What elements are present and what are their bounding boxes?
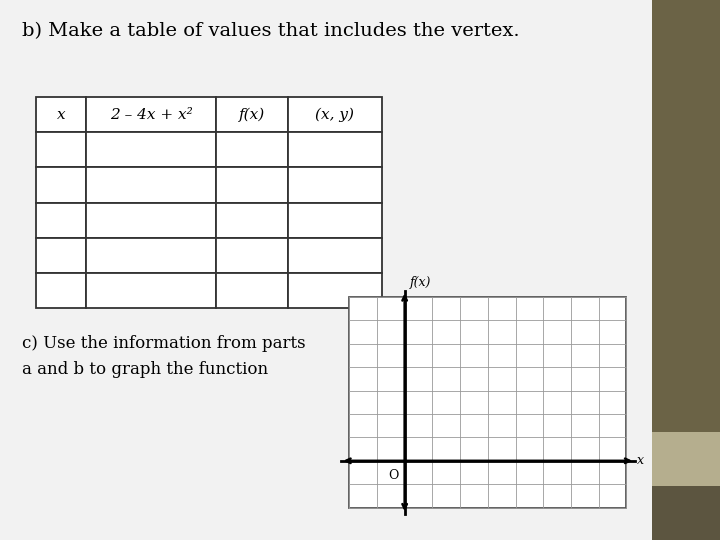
Bar	[288, 273, 382, 308]
Bar	[216, 202, 288, 238]
Text: O: O	[389, 469, 399, 482]
Bar	[216, 273, 288, 308]
Text: x: x	[637, 454, 644, 467]
Bar	[36, 238, 86, 273]
Bar	[86, 132, 216, 167]
Bar	[86, 273, 216, 308]
Bar	[288, 167, 382, 202]
Bar	[36, 132, 86, 167]
Bar	[288, 238, 382, 273]
Bar	[216, 97, 288, 132]
Bar	[652, 432, 720, 486]
Bar	[36, 97, 86, 132]
Bar	[86, 238, 216, 273]
Text: b) Make a table of values that includes the vertex.: b) Make a table of values that includes …	[22, 22, 519, 39]
Bar	[288, 97, 382, 132]
Text: f(x): f(x)	[410, 276, 431, 289]
Bar	[288, 202, 382, 238]
Bar	[216, 132, 288, 167]
Bar	[349, 297, 626, 508]
Bar	[86, 97, 216, 132]
Bar	[216, 238, 288, 273]
Bar	[652, 486, 720, 540]
Bar	[652, 0, 720, 432]
Bar	[36, 167, 86, 202]
Bar	[86, 202, 216, 238]
Text: f(x): f(x)	[239, 107, 265, 122]
Bar	[36, 273, 86, 308]
Bar	[36, 202, 86, 238]
Bar	[216, 167, 288, 202]
Text: x: x	[57, 108, 66, 122]
Bar	[86, 167, 216, 202]
Bar	[288, 132, 382, 167]
Text: 2 – 4x + x²: 2 – 4x + x²	[110, 108, 192, 122]
Text: c) Use the information from parts
a and b to graph the function: c) Use the information from parts a and …	[22, 335, 305, 378]
Text: (x, y): (x, y)	[315, 107, 354, 122]
